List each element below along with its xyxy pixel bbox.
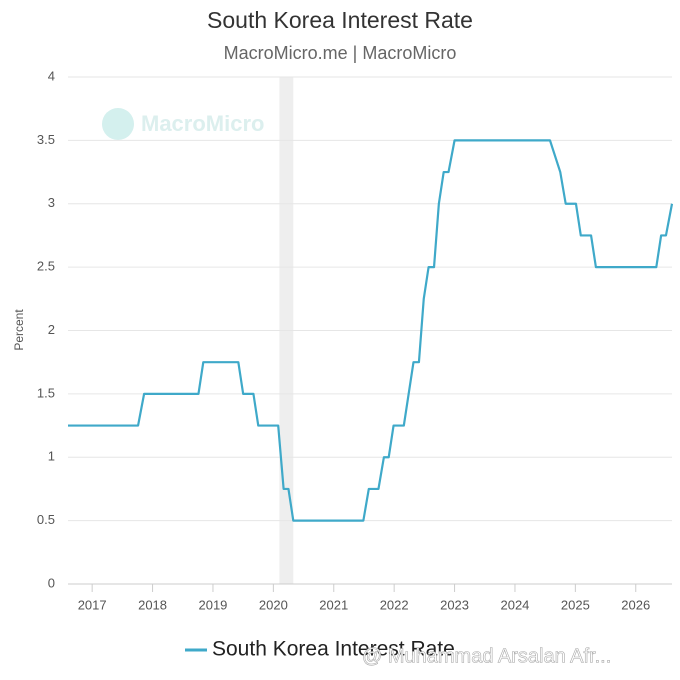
y-tick-label: 0.5 (37, 512, 55, 527)
x-tick-label: 2019 (198, 597, 227, 612)
y-tick-label: 2.5 (37, 259, 55, 274)
data-line (68, 139, 674, 522)
y-tick-label: 4 (48, 68, 55, 83)
legend-label[interactable]: South Korea Interest Rate (212, 638, 455, 661)
x-tick-label: 2025 (561, 597, 590, 612)
x-tick-label: 2022 (380, 597, 409, 612)
x-tick-label: 2018 (138, 597, 167, 612)
watermark: MacroMicro (141, 111, 264, 136)
chart-subtitle: MacroMicro.me | MacroMicro (224, 43, 457, 63)
y-tick-label: 1 (48, 449, 55, 464)
chart-title: South Korea Interest Rate (207, 7, 473, 33)
y-tick-label: 1.5 (37, 385, 55, 400)
watermark-icon (102, 108, 134, 140)
x-tick-label: 2023 (440, 597, 469, 612)
y-tick-label: 0 (48, 575, 55, 590)
y-axis-label: Percent (12, 309, 26, 351)
watermark: @ Muhammad Arsalan Afr... (362, 645, 611, 667)
y-tick-label: 3 (48, 195, 55, 210)
y-tick-label: 2 (48, 322, 55, 337)
x-tick-label: 2020 (259, 597, 288, 612)
x-tick-label: 2026 (621, 597, 650, 612)
watermark-logo: MacroMicro (102, 108, 264, 140)
x-tick-label: 2021 (319, 597, 348, 612)
x-tick-label: 2017 (78, 597, 107, 612)
x-tick-label: 2024 (500, 597, 529, 612)
y-tick-label: 3.5 (37, 132, 55, 147)
